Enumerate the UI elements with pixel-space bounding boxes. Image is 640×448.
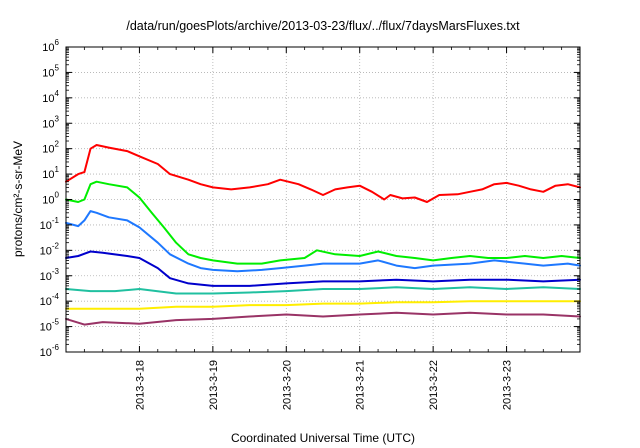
x-axis-label: Coordinated Universal Time (UTC) bbox=[231, 431, 415, 445]
y-tick-label: 102 bbox=[42, 140, 59, 156]
y-tick-label: 10-5 bbox=[40, 318, 60, 334]
x-tick-label: 2013-3-21 bbox=[355, 360, 367, 410]
y-tick-labels: 10-6 10-5 10-4 10-3 10-2 10-1 100 101 102 103 104 1… bbox=[40, 38, 60, 359]
y-tick-label: 10-4 bbox=[40, 292, 60, 308]
x-tick-label: 2013-3-22 bbox=[428, 360, 440, 410]
chart-title: /data/run/goesPlots/archive/2013-03-23/f… bbox=[126, 19, 520, 33]
y-tick-label: 10-1 bbox=[40, 216, 60, 232]
series-line-5 bbox=[65, 286, 581, 295]
y-tick-label: 103 bbox=[42, 114, 59, 130]
x-tick-label: 2013-3-19 bbox=[208, 360, 220, 410]
y-tick-label: 104 bbox=[42, 89, 59, 105]
x-tick-label: 2013-3-20 bbox=[281, 360, 293, 410]
x-tick-label: 2013-3-23 bbox=[502, 360, 514, 410]
series-line-7 bbox=[65, 311, 581, 326]
series-line-3 bbox=[65, 210, 581, 273]
series-group bbox=[65, 144, 581, 326]
y-tick-label: 10-2 bbox=[40, 241, 60, 257]
y-axis-label: protons/cm²-s-sr-MeV bbox=[11, 141, 25, 257]
y-tick-label: 10-6 bbox=[40, 343, 60, 359]
series-line-1 bbox=[65, 144, 581, 203]
y-tick-label: 105 bbox=[42, 63, 59, 79]
y-tick-label: 100 bbox=[42, 191, 59, 207]
series-line-6 bbox=[65, 300, 581, 310]
x-tick-labels: 2013-3-18 2013-3-19 2013-3-20 2013-3-21 2013… bbox=[134, 360, 513, 410]
y-tick-label: 106 bbox=[42, 38, 59, 54]
ticks bbox=[66, 46, 580, 353]
x-tick-label: 2013-3-18 bbox=[134, 360, 146, 410]
series-line-4 bbox=[65, 250, 581, 287]
series-line-2 bbox=[65, 180, 581, 265]
y-tick-label: 101 bbox=[42, 165, 59, 181]
y-tick-label: 10-3 bbox=[40, 267, 60, 283]
